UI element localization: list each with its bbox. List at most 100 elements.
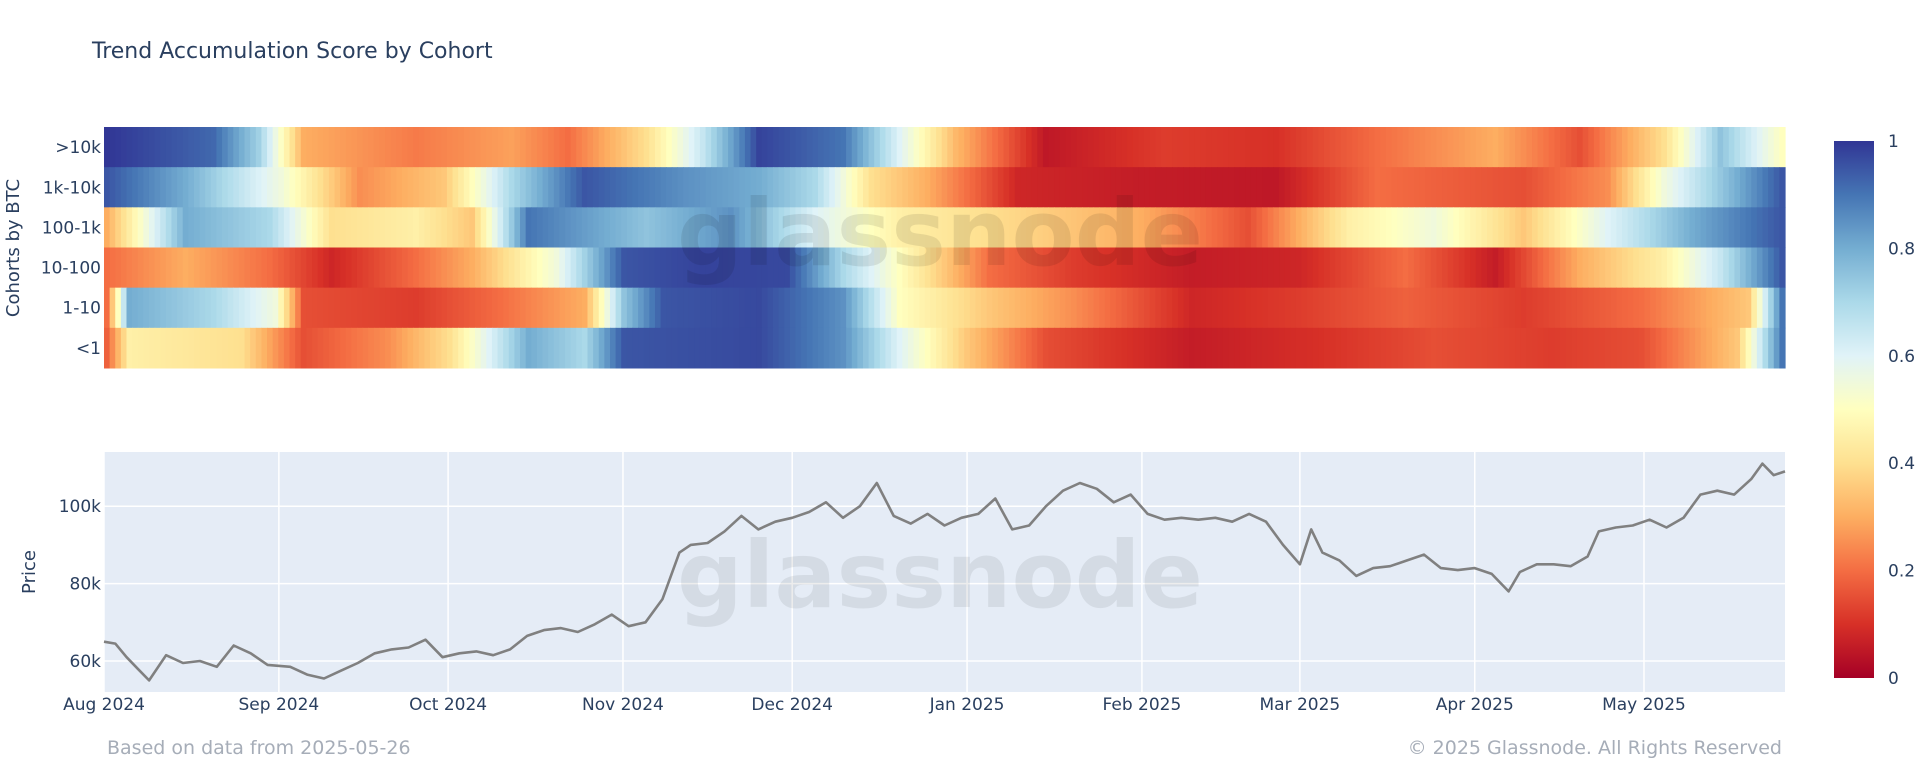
heatmap-cell bbox=[733, 127, 740, 168]
heatmap-cell bbox=[278, 247, 285, 289]
heatmap-cell bbox=[559, 287, 566, 329]
heatmap-cell bbox=[401, 167, 409, 208]
heatmap-cell bbox=[1273, 327, 1280, 369]
heatmap-cell bbox=[986, 127, 993, 168]
heatmap-cell bbox=[548, 207, 555, 248]
heatmap-cell bbox=[1711, 287, 1719, 329]
heatmap-cell bbox=[244, 167, 251, 208]
heatmap-cell bbox=[705, 207, 712, 248]
heatmap-cell bbox=[1279, 287, 1286, 329]
heatmap-cell bbox=[154, 207, 161, 248]
heatmap-cell bbox=[379, 167, 386, 208]
heatmap-cell bbox=[1593, 207, 1601, 248]
heatmap-cell bbox=[312, 127, 319, 168]
heatmap-cell bbox=[1228, 327, 1235, 369]
heatmap-cell bbox=[469, 127, 476, 168]
heatmap-cell bbox=[1475, 167, 1483, 208]
heatmap-cell bbox=[1582, 207, 1589, 248]
heatmap-cell bbox=[1447, 167, 1454, 208]
heatmap-cell bbox=[1548, 247, 1556, 289]
heatmap-cell bbox=[716, 167, 724, 208]
price-y-tick-label: 100k bbox=[59, 497, 101, 517]
heatmap-cell bbox=[913, 207, 920, 248]
heatmap-cell bbox=[1222, 207, 1230, 248]
heatmap-cell bbox=[964, 207, 971, 248]
heatmap-cell bbox=[1189, 327, 1196, 369]
heatmap-cell bbox=[902, 327, 909, 369]
heatmap-cell bbox=[1723, 287, 1730, 329]
heatmap-cell bbox=[857, 327, 864, 369]
heatmap-cell bbox=[1773, 287, 1780, 329]
heatmap-cell bbox=[300, 327, 307, 369]
heatmap-cell bbox=[238, 207, 246, 248]
heatmap-cell bbox=[1380, 247, 1387, 289]
heatmap-cell bbox=[761, 167, 768, 208]
heatmap-cell bbox=[233, 127, 240, 168]
heatmap-cell bbox=[385, 287, 392, 329]
heatmap-cell bbox=[1616, 327, 1623, 369]
heatmap-cell bbox=[1205, 167, 1213, 208]
heatmap-cell bbox=[1160, 287, 1168, 329]
heatmap-cell bbox=[1537, 287, 1544, 329]
heatmap-cell bbox=[834, 167, 842, 208]
heatmap-cell bbox=[1397, 327, 1404, 369]
heatmap-cell bbox=[205, 127, 212, 168]
heatmap-cell bbox=[992, 327, 999, 369]
heatmap-cell bbox=[1391, 127, 1398, 168]
heatmap-cell bbox=[851, 327, 858, 369]
price-x-tick-label: May 2025 bbox=[1602, 695, 1686, 715]
heatmap-cell bbox=[1666, 207, 1674, 248]
heatmap-cell bbox=[1048, 207, 1055, 248]
heatmap-cell bbox=[1076, 327, 1083, 369]
heatmap-cell bbox=[1205, 127, 1213, 168]
heatmap-cell bbox=[1633, 167, 1640, 208]
heatmap-cell bbox=[1071, 247, 1078, 289]
heatmap-cell bbox=[1391, 207, 1398, 248]
heatmap-cell bbox=[272, 127, 279, 168]
heatmap-cell bbox=[1250, 207, 1258, 248]
heatmap-cell bbox=[385, 167, 392, 208]
heatmap-cell bbox=[1599, 127, 1606, 168]
price-y-tick-label: 60k bbox=[70, 652, 102, 672]
heatmap-cell bbox=[244, 127, 251, 168]
heatmap-cell bbox=[823, 287, 830, 329]
heatmap-cell bbox=[1026, 287, 1033, 329]
heatmap-cell bbox=[1340, 127, 1348, 168]
heatmap-cell bbox=[1402, 327, 1409, 369]
heatmap-cell bbox=[278, 287, 285, 329]
heatmap-cell bbox=[789, 167, 797, 208]
heatmap-cell bbox=[1481, 167, 1488, 208]
heatmap-cell bbox=[638, 247, 645, 289]
heatmap-cell bbox=[1256, 247, 1263, 289]
heatmap-cell bbox=[1599, 327, 1606, 369]
heatmap-cell bbox=[694, 247, 701, 289]
heatmap-cell bbox=[615, 287, 622, 329]
heatmap-cell bbox=[165, 287, 173, 329]
heatmap-cell bbox=[1363, 247, 1370, 289]
heatmap-cell bbox=[896, 287, 903, 329]
heatmap-cell bbox=[1312, 287, 1319, 329]
heatmap-cell bbox=[1228, 287, 1235, 329]
heatmap-cell bbox=[1515, 207, 1522, 248]
heatmap-cell bbox=[1071, 327, 1078, 369]
heatmap-cell bbox=[165, 207, 173, 248]
heatmap-cell bbox=[1234, 127, 1241, 168]
heatmap-cell bbox=[975, 247, 982, 289]
heatmap-cell bbox=[1650, 287, 1657, 329]
heatmap-cell bbox=[1138, 207, 1145, 248]
heatmap-cell bbox=[1683, 167, 1691, 208]
heatmap-cell bbox=[1695, 287, 1702, 329]
heatmap-cell bbox=[919, 327, 926, 369]
heatmap-cell bbox=[1464, 247, 1471, 289]
heatmap-cell bbox=[413, 287, 420, 329]
heatmap-cell bbox=[621, 127, 628, 168]
heatmap-cell bbox=[733, 207, 740, 248]
heatmap-cell bbox=[846, 207, 853, 248]
heatmap-cell bbox=[1711, 327, 1719, 369]
heatmap-cell bbox=[570, 247, 577, 289]
heatmap-cell bbox=[1329, 207, 1336, 248]
heatmap-cell bbox=[688, 287, 695, 329]
heatmap-cell bbox=[778, 207, 785, 248]
heatmap-cell bbox=[1560, 247, 1567, 289]
heatmap-cell bbox=[272, 247, 279, 289]
